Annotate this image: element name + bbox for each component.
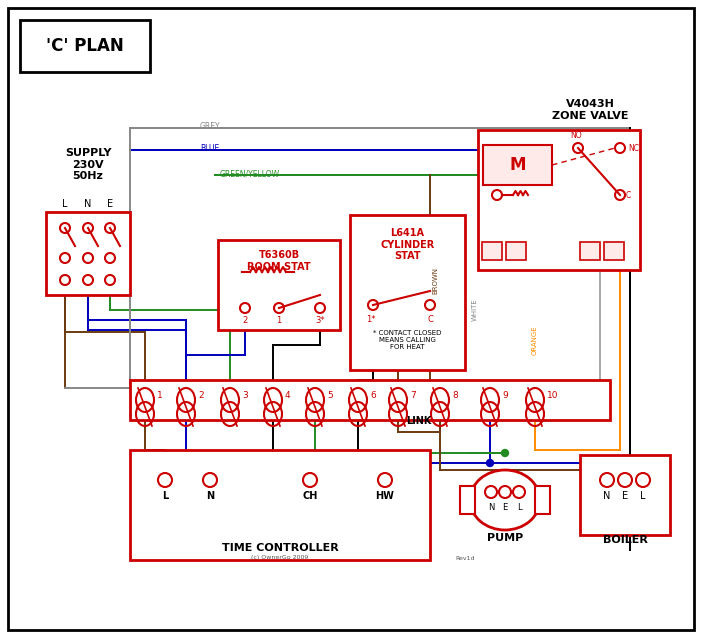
Text: LINK: LINK (406, 416, 432, 426)
Text: 4: 4 (285, 390, 291, 399)
Text: E: E (622, 491, 628, 501)
Text: M: M (509, 156, 526, 174)
Text: L641A
CYLINDER
STAT: L641A CYLINDER STAT (380, 228, 435, 261)
Text: L: L (640, 491, 646, 501)
Bar (460, 486, 475, 514)
Text: V4043H
ZONE VALVE: V4043H ZONE VALVE (552, 99, 628, 121)
Text: 2: 2 (198, 390, 204, 399)
Bar (482, 242, 502, 260)
Text: N: N (603, 491, 611, 501)
Bar (580, 455, 670, 535)
Text: 10: 10 (547, 390, 559, 399)
Circle shape (486, 460, 494, 467)
Bar (350, 215, 465, 370)
Bar (604, 242, 624, 260)
Text: 2: 2 (242, 315, 248, 324)
Text: 8: 8 (452, 390, 458, 399)
Text: 3: 3 (242, 390, 248, 399)
Text: BLUE: BLUE (200, 144, 219, 153)
Text: C: C (626, 190, 631, 199)
Text: BOILER: BOILER (602, 535, 647, 545)
Text: TIME CONTROLLER: TIME CONTROLLER (222, 543, 338, 553)
Text: SUPPLY
230V
50Hz: SUPPLY 230V 50Hz (65, 148, 111, 181)
Text: L: L (162, 491, 168, 501)
Circle shape (501, 449, 508, 456)
Text: E: E (503, 503, 508, 513)
Bar (506, 242, 526, 260)
Text: GREY: GREY (200, 122, 220, 131)
Text: WHITE: WHITE (472, 299, 478, 321)
Bar (535, 486, 550, 514)
Text: 'C' PLAN: 'C' PLAN (46, 37, 124, 55)
Text: T6360B
ROOM STAT: T6360B ROOM STAT (247, 250, 311, 272)
Bar (483, 145, 552, 185)
Text: PUMP: PUMP (487, 533, 523, 543)
Text: (c) OwnerGo 2009: (c) OwnerGo 2009 (251, 556, 309, 560)
Text: N: N (488, 503, 494, 513)
Bar (130, 450, 430, 560)
Text: CH: CH (303, 491, 318, 501)
Text: 1: 1 (277, 315, 282, 324)
Bar (580, 242, 600, 260)
Text: 5: 5 (327, 390, 333, 399)
Text: N: N (206, 491, 214, 501)
Bar (20, 20, 150, 72)
Text: Rev1d: Rev1d (455, 556, 475, 560)
Text: * CONTACT CLOSED
MEANS CALLING
FOR HEAT: * CONTACT CLOSED MEANS CALLING FOR HEAT (373, 330, 442, 350)
Text: C: C (427, 315, 433, 324)
Text: 1*: 1* (366, 315, 376, 324)
Text: BROWN: BROWN (432, 267, 438, 294)
Bar (218, 240, 340, 330)
Text: N: N (84, 199, 92, 209)
Text: 9: 9 (502, 390, 508, 399)
Text: L: L (517, 503, 522, 513)
Bar (130, 380, 610, 420)
Text: NO: NO (570, 131, 582, 140)
Text: 3*: 3* (315, 315, 325, 324)
Text: 6: 6 (370, 390, 376, 399)
Text: NC: NC (628, 144, 639, 153)
Text: HW: HW (376, 491, 395, 501)
Bar (478, 130, 640, 270)
Text: ORANGE: ORANGE (532, 325, 538, 355)
Text: E: E (107, 199, 113, 209)
Text: L: L (62, 199, 68, 209)
Bar (46, 212, 130, 295)
Text: 1: 1 (157, 390, 163, 399)
Text: GREEN/YELLOW: GREEN/YELLOW (220, 169, 280, 178)
Text: 7: 7 (410, 390, 416, 399)
